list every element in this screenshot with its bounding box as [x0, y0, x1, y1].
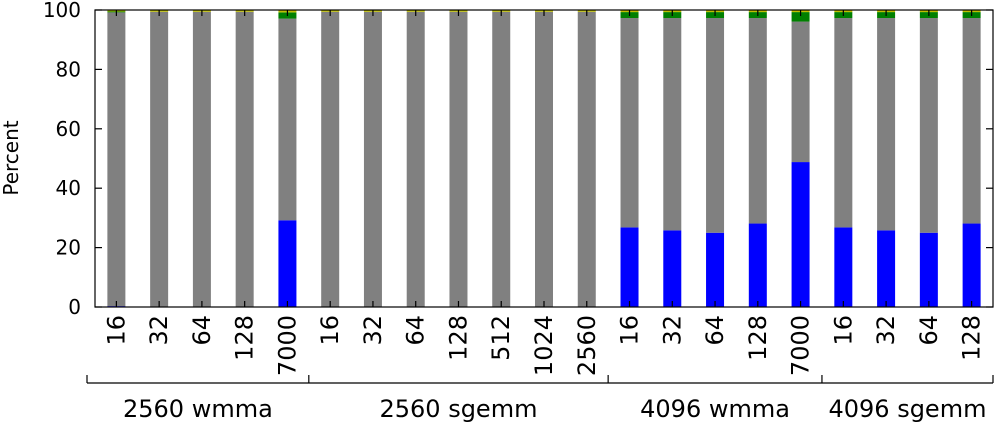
- x-tick-label-15: 128: [744, 315, 772, 361]
- bar-segment-s1-4: [278, 18, 297, 221]
- x-tick-label-13: 32: [658, 315, 686, 346]
- group-label-3: 4096 sgemm: [828, 395, 986, 423]
- x-tick-label-12: 16: [616, 315, 644, 346]
- bar-segment-s1-5: [321, 11, 340, 307]
- bar-segment-s0-12: [620, 227, 639, 307]
- group-axis: 2560 wmma 2560 sgemm 4096 wmma 4096 sgemm: [86, 375, 994, 423]
- bar-segment-s0-13: [663, 230, 682, 307]
- x-tick-label-3: 128: [231, 315, 259, 361]
- bar-segment-s1-19: [919, 18, 938, 233]
- group-label-0: 2560 wmma: [123, 395, 273, 423]
- y-tick-label-80: 80: [56, 57, 81, 81]
- bar-segment-s1-0: [107, 12, 126, 307]
- y-axis: 0 20 40 60 80 100: [43, 0, 993, 319]
- x-tick-label-18: 32: [872, 315, 900, 346]
- x-tick-label-2: 64: [188, 315, 216, 346]
- y-tick-label-0: 0: [68, 295, 81, 319]
- x-tick-label-10: 1024: [530, 315, 558, 376]
- y-axis-label: Percent: [0, 120, 23, 195]
- bar-segment-s1-17: [834, 18, 853, 228]
- bar-segment-s0-18: [877, 230, 896, 307]
- bar-segment-s0-16: [791, 162, 810, 307]
- x-tick-label-17: 16: [829, 315, 857, 346]
- bar-segment-s1-15: [748, 18, 767, 224]
- x-tick-label-16: 7000: [787, 315, 815, 376]
- x-tick-label-11: 2560: [573, 315, 601, 376]
- x-tick-label-7: 64: [402, 315, 430, 346]
- x-tick-label-1: 32: [145, 315, 173, 346]
- y-tick-label-60: 60: [56, 117, 81, 141]
- bar-segment-s1-12: [620, 18, 639, 228]
- bar-segment-s1-18: [877, 18, 896, 231]
- bar-segment-s1-2: [192, 11, 211, 307]
- bar-segment-s0-4: [278, 220, 297, 307]
- bar-segment-s1-11: [577, 11, 596, 307]
- bar-segment-s0-14: [706, 232, 725, 307]
- bar-segment-s1-3: [235, 11, 254, 307]
- y-tick-label-40: 40: [56, 176, 81, 200]
- x-tick-label-20: 128: [958, 315, 986, 361]
- bar-segment-s0-20: [962, 223, 981, 307]
- bar-segment-s0-15: [748, 223, 767, 307]
- x-tick-label-14: 64: [701, 315, 729, 346]
- bar-segment-s1-13: [663, 18, 682, 231]
- y-tick-label-100: 100: [43, 0, 81, 22]
- bar-segment-s1-7: [406, 11, 425, 307]
- x-axis: 16 32 64 128 7000 16 32 64 128 512 1024 2560 16 32 64 1…: [102, 10, 986, 376]
- group-label-2: 4096 wmma: [640, 395, 790, 423]
- group-label-1: 2560 sgemm: [379, 395, 537, 423]
- bar-segment-s1-1: [150, 11, 169, 307]
- x-tick-label-5: 16: [316, 315, 344, 346]
- x-tick-label-0: 16: [102, 315, 130, 346]
- y-tick-label-20: 20: [56, 236, 81, 260]
- x-tick-label-8: 128: [444, 315, 472, 361]
- bar-segment-s2-16: [791, 12, 810, 22]
- bar-segment-s1-8: [449, 11, 468, 307]
- x-tick-label-19: 64: [915, 315, 943, 346]
- x-tick-label-6: 32: [359, 315, 387, 346]
- bar-segment-s1-20: [962, 18, 981, 224]
- x-tick-label-9: 512: [487, 315, 515, 361]
- bar-segment-s1-10: [535, 11, 553, 307]
- bar-segment-s1-14: [706, 18, 725, 233]
- x-tick-label-4: 7000: [273, 315, 301, 376]
- bar-segment-s0-19: [919, 232, 938, 307]
- bar-segment-s1-16: [791, 21, 810, 163]
- bar-segment-s1-9: [492, 11, 511, 307]
- bar-segment-s1-6: [363, 11, 382, 307]
- bar-segment-s0-17: [834, 227, 853, 307]
- bars-layer: [107, 10, 981, 307]
